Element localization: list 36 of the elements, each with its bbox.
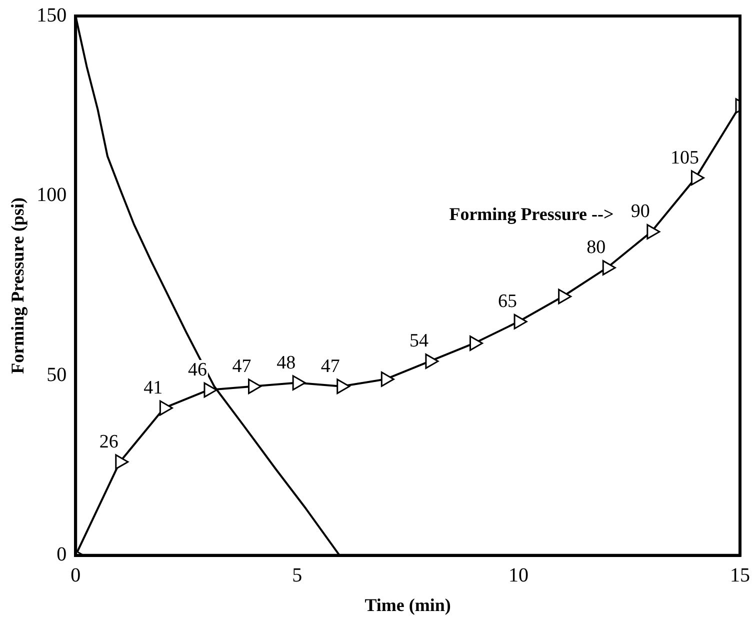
annotation: Forming Pressure --> [449, 204, 614, 224]
data-label: 46 [188, 359, 207, 380]
point [514, 314, 528, 330]
x-tick-label: 15 [730, 564, 750, 587]
x-tick-label: 10 [508, 564, 529, 587]
data-label: 48 [276, 352, 296, 374]
x-tick-label: 5 [292, 564, 302, 587]
point [380, 372, 394, 387]
point [115, 454, 129, 470]
x-tick-label: 0 [70, 564, 81, 587]
data-label: 80 [586, 237, 606, 258]
data-label: 41 [144, 377, 163, 398]
data-label: 90 [630, 201, 650, 222]
y-tick-label: 0 [56, 544, 67, 566]
point [602, 260, 616, 276]
point [690, 170, 704, 186]
data-label: 26 [99, 431, 118, 452]
data-label: 54 [409, 330, 429, 352]
data-label: 47 [232, 356, 252, 377]
point [204, 382, 218, 398]
y-tick-label: 150 [36, 4, 67, 26]
y-axis-title: Forming Pressure (psi) [7, 198, 28, 374]
point [469, 336, 483, 351]
point [159, 400, 173, 416]
point [248, 378, 262, 394]
y-tick-label: 50 [46, 364, 67, 386]
data-label: 47 [320, 356, 340, 377]
point [558, 288, 572, 304]
data-label: 65 [498, 291, 518, 312]
point [646, 224, 660, 240]
point [292, 375, 306, 390]
point [425, 354, 439, 369]
y-tick-label: 100 [36, 184, 67, 206]
point [336, 378, 350, 394]
data-label: 105 [670, 147, 699, 168]
x-axis-title: Time (min) [364, 594, 451, 615]
